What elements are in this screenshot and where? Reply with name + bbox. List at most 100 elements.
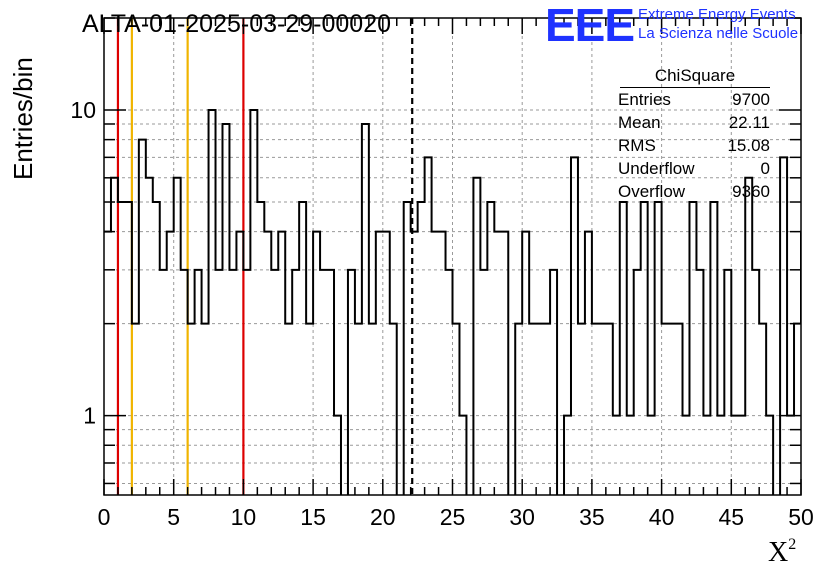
histogram-bin bbox=[564, 416, 571, 495]
histogram-bin bbox=[459, 416, 466, 495]
page-title: ALTA-01-2025-03-29-00020 bbox=[82, 10, 391, 38]
histogram-bin bbox=[627, 416, 634, 495]
histogram-bin bbox=[125, 202, 132, 495]
histogram-bin bbox=[683, 416, 690, 495]
histogram-bin bbox=[620, 202, 627, 495]
histogram-bin bbox=[613, 416, 620, 495]
x-tick-label: 20 bbox=[370, 504, 396, 530]
histogram-bin bbox=[745, 178, 752, 495]
histogram-bin bbox=[188, 324, 195, 495]
histogram-bin bbox=[662, 324, 669, 495]
histogram-bin bbox=[494, 232, 501, 495]
histogram-bin bbox=[599, 324, 606, 495]
histogram-bin bbox=[146, 178, 153, 495]
stats-row-mean: Mean 22.11 bbox=[618, 113, 770, 132]
histogram-bin bbox=[425, 157, 432, 495]
histogram-bin bbox=[104, 232, 111, 495]
histogram-bin bbox=[334, 416, 341, 495]
x-tick-label: 50 bbox=[788, 504, 814, 530]
histogram-bin bbox=[167, 232, 174, 495]
histogram-bin bbox=[536, 324, 543, 495]
histogram-bin bbox=[181, 270, 188, 495]
x-tick-label: 45 bbox=[719, 504, 745, 530]
histogram-bin bbox=[829, 416, 836, 495]
x-tick-label: 25 bbox=[440, 504, 466, 530]
stats-box: ChiSquare Entries 9700 Mean 22.11 RMS 15.08… bbox=[612, 66, 778, 203]
histogram-bin bbox=[487, 202, 494, 495]
histogram-bin bbox=[501, 232, 508, 495]
histogram-bin bbox=[766, 416, 773, 495]
histogram-bin bbox=[446, 270, 453, 495]
histogram-bin bbox=[724, 270, 731, 495]
histogram-bin bbox=[669, 324, 676, 495]
histogram-bin bbox=[432, 232, 439, 495]
histogram-bin bbox=[473, 178, 480, 495]
histogram-bin bbox=[780, 157, 787, 495]
x-tick-label: 5 bbox=[167, 504, 180, 530]
histogram-bin bbox=[132, 324, 139, 495]
histogram-bin bbox=[752, 270, 759, 495]
histogram-bin bbox=[759, 324, 766, 495]
histogram-bin bbox=[376, 232, 383, 495]
logo-line-2: La Scienza nelle Scuole bbox=[638, 25, 799, 42]
x-tick-label: 0 bbox=[98, 504, 111, 530]
histogram-bin bbox=[655, 202, 662, 495]
stats-row-overflow: Overflow 9360 bbox=[618, 182, 770, 201]
histogram-bin bbox=[522, 232, 529, 495]
histogram-line bbox=[104, 109, 801, 495]
histogram-bin bbox=[292, 270, 299, 495]
histogram-bin bbox=[480, 270, 487, 495]
x-tick-label: 40 bbox=[649, 504, 675, 530]
histogram-bin bbox=[634, 270, 641, 495]
histogram-bin bbox=[703, 416, 710, 495]
histogram-bin bbox=[550, 270, 557, 495]
histogram-bin bbox=[229, 270, 236, 495]
histogram-bin bbox=[160, 270, 167, 495]
histogram-bin bbox=[320, 270, 327, 495]
histogram-bin bbox=[209, 110, 216, 495]
histogram-bin bbox=[306, 324, 313, 495]
x-tick-label: 15 bbox=[300, 504, 326, 530]
x-tick-label: 10 bbox=[231, 504, 257, 530]
histogram-bin bbox=[815, 416, 822, 495]
histogram-bin bbox=[606, 324, 613, 495]
x-tick-label: 35 bbox=[579, 504, 605, 530]
histogram-bin bbox=[195, 270, 202, 495]
histogram-bin bbox=[710, 202, 717, 495]
histogram-bin bbox=[822, 270, 829, 495]
histogram-bin bbox=[390, 324, 397, 495]
histogram-bin bbox=[585, 232, 592, 495]
histogram-bin bbox=[111, 178, 118, 495]
stats-row-underflow: Underflow 0 bbox=[618, 159, 770, 178]
histogram-bin bbox=[257, 202, 264, 495]
histogram-bin bbox=[362, 124, 369, 495]
histogram-bin bbox=[731, 416, 738, 495]
histogram-bin bbox=[313, 232, 320, 495]
stats-row-entries: Entries 9700 bbox=[618, 90, 770, 109]
stats-row-rms: RMS 15.08 bbox=[618, 136, 770, 155]
histogram-bin bbox=[118, 202, 125, 495]
axis-ticks bbox=[103, 17, 802, 495]
histogram-bin bbox=[439, 232, 446, 495]
histogram-bin bbox=[216, 270, 223, 495]
x-tick-label: 30 bbox=[509, 504, 535, 530]
histogram-bin bbox=[418, 202, 425, 495]
histogram-bin bbox=[174, 178, 181, 495]
histogram-bin bbox=[369, 324, 376, 495]
histogram-bin bbox=[794, 324, 801, 495]
histogram-bin bbox=[689, 202, 696, 495]
histogram-bin bbox=[529, 324, 536, 495]
histogram-bin bbox=[383, 232, 390, 495]
stats-title: ChiSquare bbox=[620, 66, 770, 88]
histogram-bin bbox=[243, 270, 250, 495]
histogram-bin bbox=[641, 202, 648, 495]
histogram-bin bbox=[453, 324, 460, 495]
histogram-bin bbox=[285, 324, 292, 495]
histogram-bin bbox=[250, 110, 257, 495]
y-tick-label: 10 bbox=[70, 97, 96, 123]
histogram-bin bbox=[648, 416, 655, 495]
eee-logo: EEE bbox=[545, 0, 635, 51]
histogram-bin bbox=[801, 232, 808, 495]
histogram-bin bbox=[271, 270, 278, 495]
